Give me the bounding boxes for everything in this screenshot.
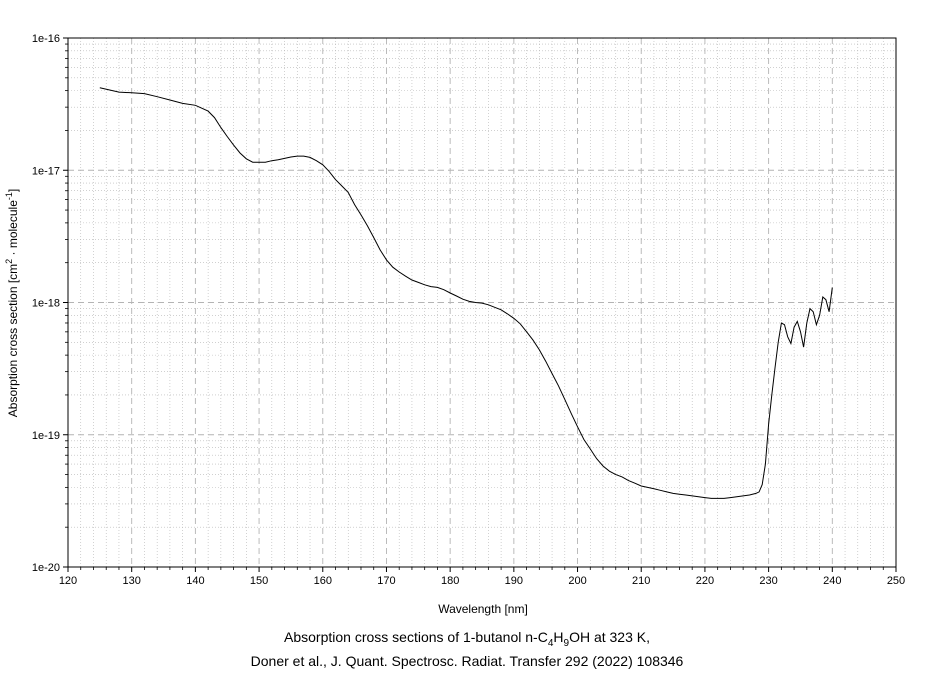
y-tick-label: 1e-18 — [32, 298, 60, 310]
axis-ticks — [63, 37, 897, 572]
y-tick-label: 1e-20 — [32, 562, 60, 574]
chart-title: Absorption cross sections of 1-butanol n… — [284, 629, 650, 649]
grid — [68, 38, 896, 567]
x-tick-label: 250 — [887, 575, 905, 587]
chart-citation: Doner et al., J. Quant. Spectrosc. Radia… — [250, 653, 684, 669]
x-tick-label: 180 — [441, 575, 459, 587]
x-axis-label: Wavelength [nm] — [438, 602, 528, 616]
x-tick-label: 230 — [759, 575, 777, 587]
x-tick-label: 240 — [823, 575, 841, 587]
x-tick-label: 190 — [505, 575, 523, 587]
y-tick-label: 1e-16 — [32, 33, 60, 45]
y-axis-tick-labels: 1e-20 1e-19 1e-18 1e-17 1e-16 — [32, 33, 60, 574]
x-tick-label: 140 — [186, 575, 204, 587]
x-tick-label: 130 — [123, 575, 141, 587]
y-axis-label: Absorption cross section [cm2 · molecule… — [4, 189, 20, 417]
x-tick-label: 170 — [377, 575, 395, 587]
x-tick-label: 120 — [59, 575, 77, 587]
y-tick-label: 1e-17 — [32, 165, 60, 177]
x-tick-label: 150 — [250, 575, 268, 587]
x-tick-label: 200 — [568, 575, 586, 587]
x-tick-label: 220 — [696, 575, 714, 587]
series-line — [99, 87, 833, 499]
x-tick-label: 210 — [632, 575, 650, 587]
y-tick-label: 1e-19 — [32, 430, 60, 442]
x-tick-label: 160 — [314, 575, 332, 587]
x-axis-tick-labels: 120 130 140 150 160 170 180 190 200 210 220 230 240 2… — [59, 575, 905, 587]
